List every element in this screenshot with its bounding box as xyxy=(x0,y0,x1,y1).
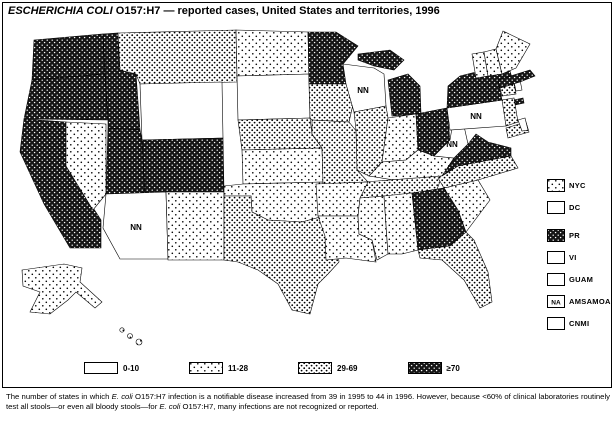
nn-label-wi: NN xyxy=(357,86,369,95)
territory-label-guam: GUAM xyxy=(569,275,594,284)
state-MI-upper xyxy=(357,49,405,71)
state-AL xyxy=(383,192,419,255)
territory-swatch-pr xyxy=(547,229,565,242)
range-item-0-10: 0-10 xyxy=(84,362,139,374)
state-NV xyxy=(65,121,107,211)
state-MI xyxy=(387,73,422,117)
territory-label-cnmi: CNMI xyxy=(569,319,590,328)
territory-item-nyc: NYC xyxy=(547,179,611,192)
figure-title: ESCHERICHIA COLI O157:H7 — reported case… xyxy=(8,5,440,17)
us-map: NN NN NN NN xyxy=(19,29,536,346)
territory-swatch-nyc xyxy=(547,179,565,192)
territory-item-pr: PR xyxy=(547,229,611,242)
state-IA xyxy=(308,83,355,123)
state-KS xyxy=(241,147,324,185)
footnote-italic-2: E. coli xyxy=(159,402,181,412)
territory-item-dc: DC xyxy=(547,201,611,214)
footnote-text-1: The number of states in which xyxy=(6,392,112,401)
state-FL xyxy=(417,231,493,309)
range-label-11-28: 11-28 xyxy=(228,363,249,373)
territory-swatch-amsamoa: NA xyxy=(547,295,565,308)
state-MA xyxy=(497,69,536,89)
territory-label-nyc: NYC xyxy=(569,181,586,190)
range-legend: 0-10 11-28 29-69 ≥70 xyxy=(84,362,460,374)
state-DE xyxy=(517,117,529,132)
territory-label-pr: PR xyxy=(569,231,581,240)
range-item-29-69: 29-69 xyxy=(298,362,358,374)
state-UT xyxy=(105,127,146,195)
range-label-gte70: ≥70 xyxy=(446,363,460,373)
range-swatch-0-10 xyxy=(84,362,118,374)
territory-item-vi: VI xyxy=(547,251,611,264)
state-NE xyxy=(237,117,323,151)
na-text: NA xyxy=(551,300,561,307)
state-WA xyxy=(31,33,106,81)
territory-swatch-guam xyxy=(547,273,565,286)
range-swatch-11-28 xyxy=(189,362,224,374)
state-AZ xyxy=(102,191,169,260)
footnote-text-3: O157:H7, many infections are not recogni… xyxy=(180,402,379,412)
nn-label-az: NN xyxy=(130,223,142,232)
footnote-italic-1: E. coli xyxy=(111,392,133,401)
territory-swatch-cnmi xyxy=(547,317,565,330)
footnote-text-2: O157:H7 infection is a notifiable diseas… xyxy=(6,392,611,412)
state-NM xyxy=(165,191,225,261)
territory-item-amsamoa: NA AMSAMOA xyxy=(547,295,611,308)
state-TX xyxy=(223,195,340,315)
state-CO xyxy=(141,137,225,195)
state-VA xyxy=(441,133,512,177)
territory-label-dc: DC xyxy=(569,203,581,212)
nn-label-wv: NN xyxy=(446,140,458,149)
nn-label-pa: NN xyxy=(470,112,482,121)
title-species: ESCHERICHIA COLI xyxy=(8,5,113,17)
range-label-0-10: 0-10 xyxy=(123,363,140,373)
state-SD xyxy=(236,73,311,121)
range-item-11-28: 11-28 xyxy=(189,362,248,374)
figure-footnote: The number of states in which E. coli O1… xyxy=(6,392,610,412)
state-ME xyxy=(495,30,531,75)
state-OR xyxy=(23,73,109,121)
title-rest: O157:H7 — reported cases, United States … xyxy=(112,5,440,17)
state-HI xyxy=(119,327,143,346)
range-swatch-gte70 xyxy=(407,362,442,374)
range-swatch-29-69 xyxy=(298,362,333,374)
territory-legend: NYC DC PR VI GUAM NA AMSAMOA CNMI xyxy=(547,179,611,339)
state-NJ xyxy=(501,97,519,127)
state-AK xyxy=(21,263,103,315)
range-item-gte70: ≥70 xyxy=(407,362,460,374)
territory-swatch-dc xyxy=(547,201,565,214)
territory-swatch-vi xyxy=(547,251,565,264)
territory-item-guam: GUAM xyxy=(547,273,611,286)
territory-item-cnmi: CNMI xyxy=(547,317,611,330)
range-label-29-69: 29-69 xyxy=(337,363,358,373)
state-ND xyxy=(235,29,310,77)
state-WY xyxy=(139,81,224,141)
territory-label-vi: VI xyxy=(569,253,577,262)
territory-label-amsamoa: AMSAMOA xyxy=(569,297,611,306)
